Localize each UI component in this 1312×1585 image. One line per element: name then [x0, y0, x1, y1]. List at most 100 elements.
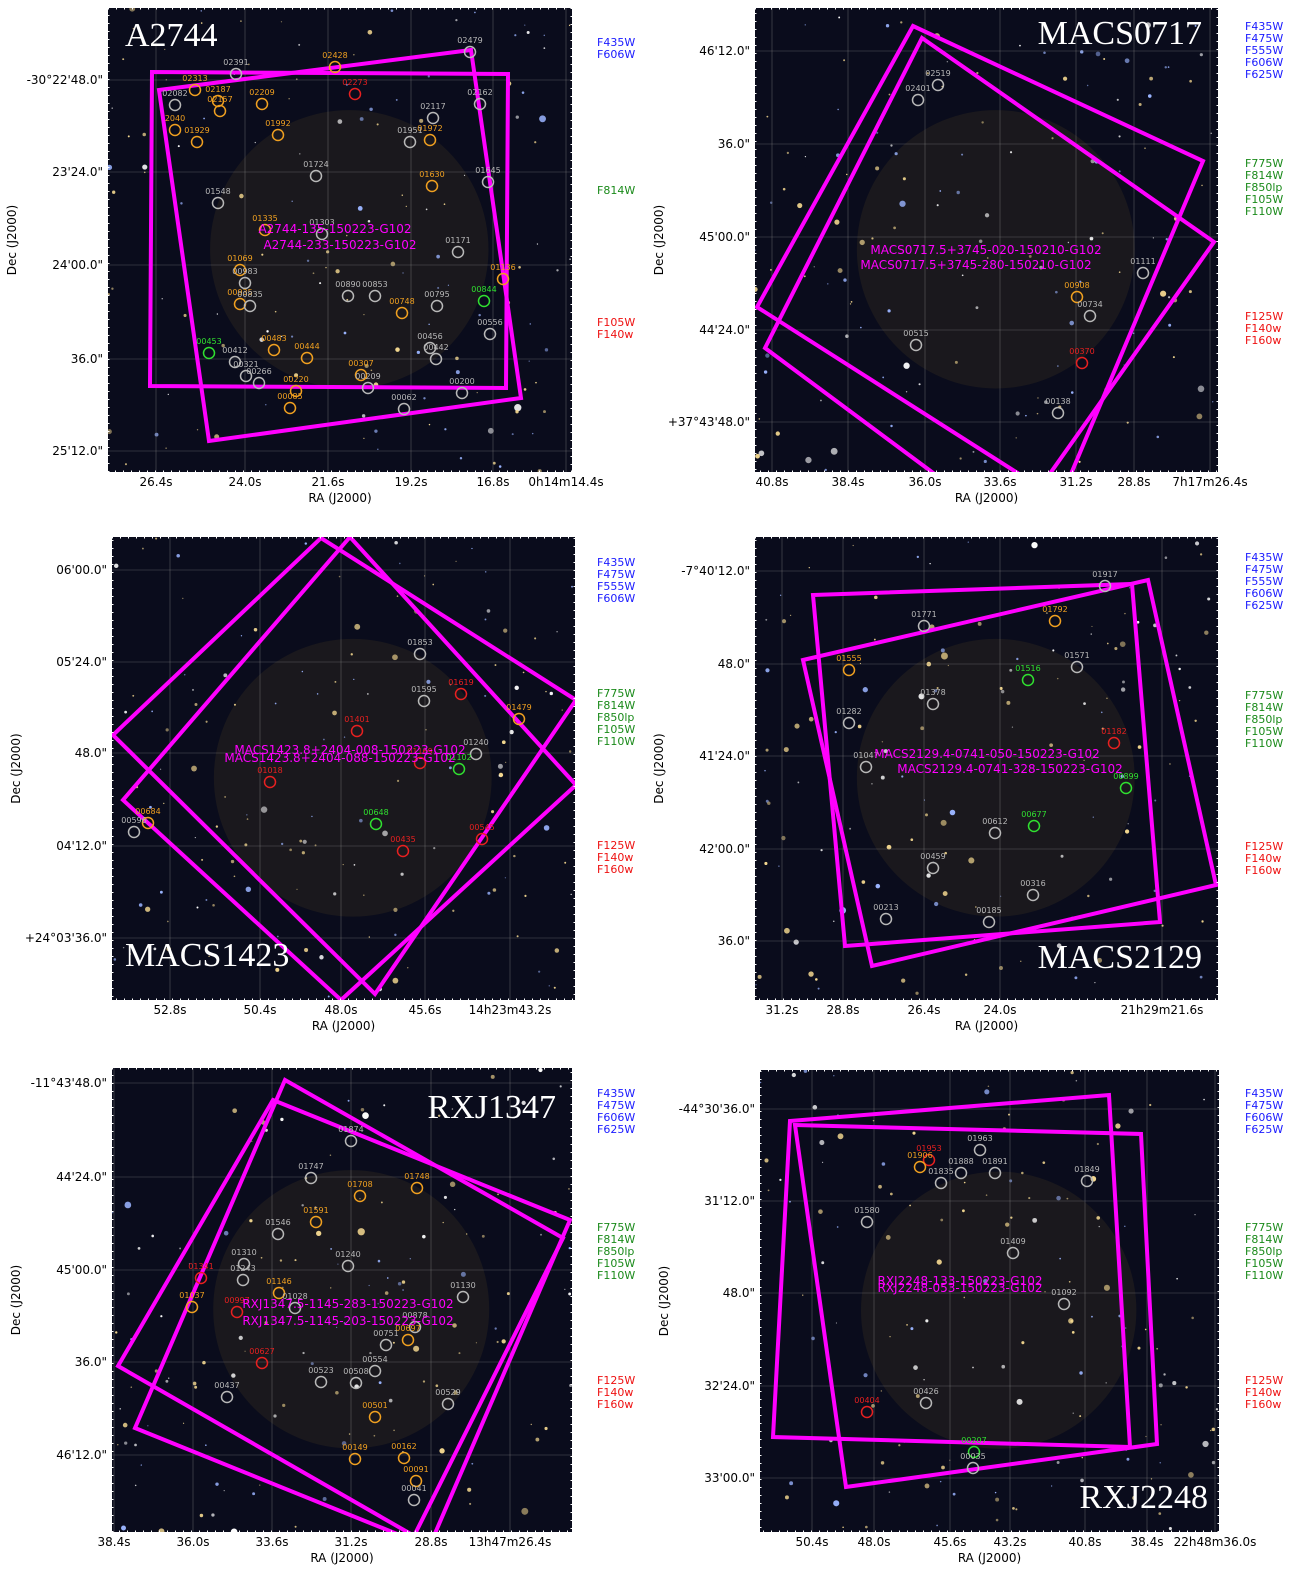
background-source [280, 21, 283, 23]
background-source [539, 115, 546, 123]
background-source [516, 935, 519, 938]
filter-name: F105W [1245, 725, 1283, 738]
background-source [983, 459, 987, 464]
background-source [1147, 94, 1152, 98]
background-source [1204, 630, 1209, 635]
dec-tick-label: 46'12.0" [699, 44, 750, 58]
source-marker [1057, 1297, 1071, 1311]
background-source [791, 1072, 796, 1078]
panel: 01853 01619 01595 01479 01401 01240 01169 01102… [9, 535, 635, 1033]
background-source [934, 901, 939, 907]
background-source [1118, 170, 1121, 173]
background-source [163, 802, 165, 805]
background-source [1215, 1408, 1219, 1411]
background-source [194, 836, 196, 839]
background-source [192, 1381, 197, 1386]
ra-tick-label: 28.8s [1118, 475, 1151, 489]
source-id: 01595 [411, 685, 436, 694]
source-marker [1119, 781, 1133, 795]
background-source [165, 1379, 169, 1383]
background-source [804, 24, 806, 26]
background-source [475, 1342, 478, 1344]
source-id: 00456 [417, 332, 442, 341]
background-source [1081, 1456, 1083, 1459]
background-source [274, 310, 277, 313]
x-axis-label: RA (J2000) [308, 491, 371, 505]
source-marker [1070, 290, 1084, 304]
source-id: 01630 [419, 170, 444, 179]
source-marker [237, 1257, 251, 1271]
background-source [534, 141, 537, 144]
y-axis-label: Dec (J2000) [652, 733, 666, 803]
source-id: 00442 [423, 343, 448, 352]
pointing-label: A2744-233-150223-G102 [263, 238, 416, 252]
background-source [1009, 668, 1013, 672]
background-source [978, 239, 983, 243]
background-source [359, 818, 363, 823]
background-source [1028, 254, 1032, 258]
source-id: 01341 [188, 1262, 213, 1271]
background-source [536, 243, 539, 245]
source-marker [1048, 614, 1062, 628]
ra-tick-label: 28.8s [827, 1003, 860, 1017]
background-source [910, 1327, 914, 1331]
background-source [784, 927, 790, 934]
source-id: 01146 [266, 1277, 291, 1286]
background-source [165, 447, 167, 449]
source-marker [168, 123, 182, 137]
background-source [401, 194, 404, 197]
background-source [778, 865, 780, 867]
background-source [334, 680, 337, 683]
background-source [390, 9, 394, 13]
source-marker [348, 1452, 362, 1466]
background-source [770, 268, 772, 271]
filter-name: F105W [597, 723, 635, 736]
filter-name: F775W [1245, 689, 1283, 702]
filter-name: F606W [1245, 1111, 1283, 1124]
grism-footprint [120, 537, 575, 1000]
background-source [1105, 1382, 1107, 1384]
ra-tick-label: 33.6s [256, 1535, 289, 1549]
ra-tick-label: 14h23m43.2s [469, 1003, 552, 1017]
source-marker [309, 169, 323, 183]
source-marker [397, 402, 411, 416]
ra-tick-label: 31.2s [766, 1003, 799, 1017]
background-source [368, 1284, 370, 1287]
background-source [205, 899, 208, 901]
background-source [396, 595, 399, 597]
background-source [497, 763, 503, 769]
background-source [497, 1193, 499, 1196]
source-id: 00751 [373, 1329, 398, 1338]
background-source [380, 1201, 383, 1204]
background-source [239, 193, 244, 199]
source-marker [931, 78, 945, 92]
dec-tick-label: 45'00.0" [699, 230, 750, 244]
source-marker [239, 369, 253, 383]
background-source [249, 1219, 253, 1223]
background-source [1101, 727, 1104, 730]
background-source [994, 1491, 997, 1494]
background-source [986, 257, 989, 259]
background-source [233, 703, 236, 706]
background-source [127, 135, 130, 138]
background-source [569, 258, 571, 260]
background-source [165, 728, 169, 732]
background-source [929, 562, 931, 565]
background-source [260, 806, 268, 813]
ra-tick-label: 52.8s [154, 1003, 187, 1017]
source-id: 01963 [967, 1134, 992, 1143]
ra-tick-label: 26.4s [908, 1003, 941, 1017]
background-source [876, 131, 879, 134]
background-source [288, 375, 291, 378]
background-source [767, 1189, 770, 1192]
source-marker [451, 245, 465, 259]
dec-tick-label: 44'24.0" [699, 323, 750, 337]
dec-tick-label: 05'24.0" [56, 655, 107, 669]
background-source [388, 1398, 393, 1403]
background-source [266, 330, 269, 333]
background-source [159, 890, 163, 894]
background-source [962, 1209, 965, 1213]
filter-name: F435W [1245, 20, 1283, 33]
background-source [1072, 1412, 1074, 1414]
background-source [1050, 1485, 1053, 1487]
